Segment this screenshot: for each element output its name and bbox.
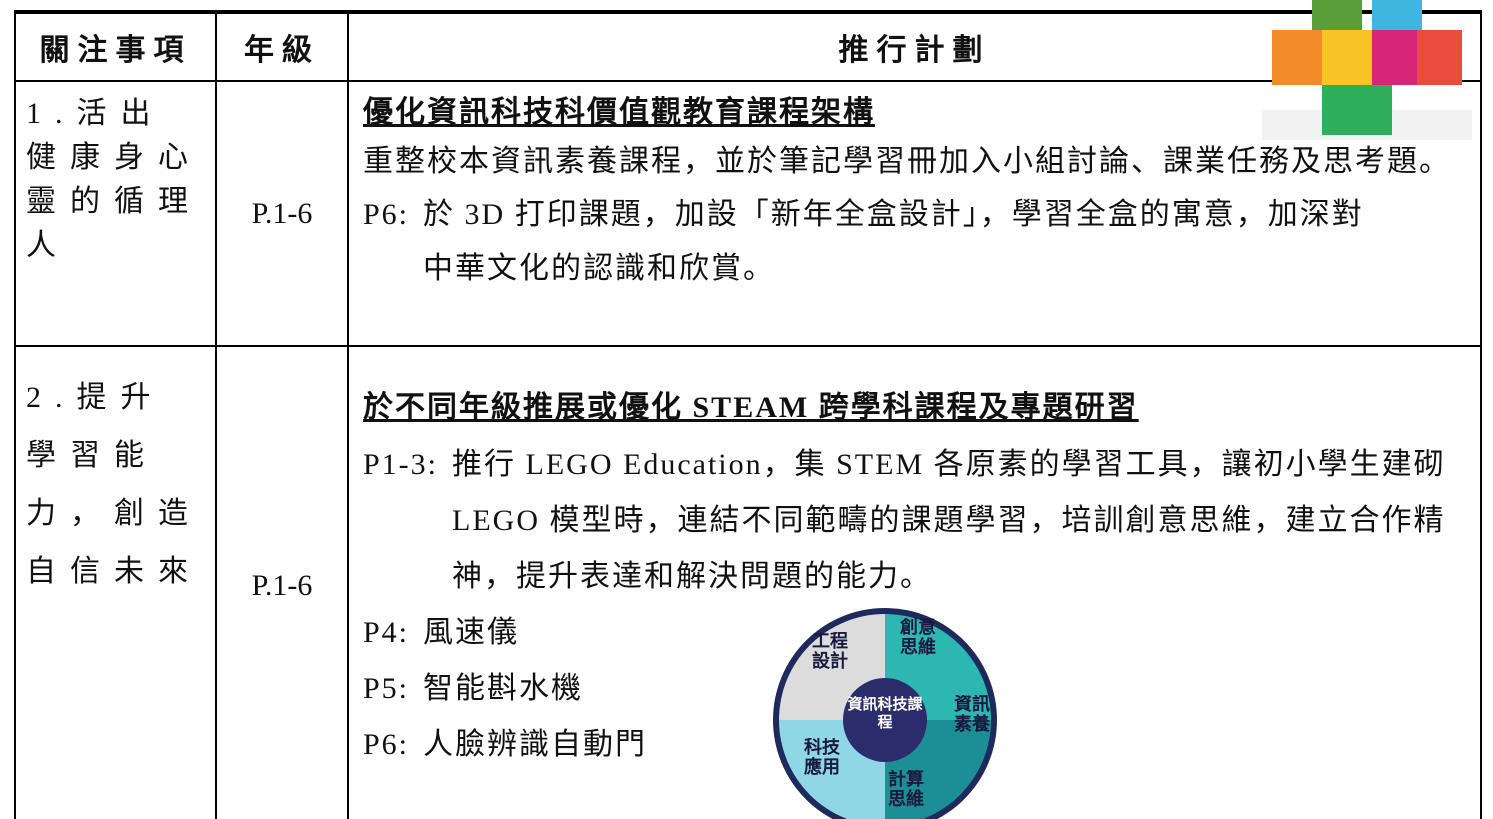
piece-label: 計算思維 <box>888 770 924 810</box>
brick <box>1372 30 1417 85</box>
item-text: 智能斟水機 <box>423 672 584 705</box>
brick <box>1372 0 1422 30</box>
piece-label: 科技應用 <box>804 738 840 778</box>
item-text: 人臉辨識自動門 <box>423 728 648 761</box>
diagram: 資訊科技課程 創意思維 資訊素養 計算思維 科技應用 工程設計 <box>773 608 997 819</box>
header-focus: 關注事項 <box>14 10 217 82</box>
item-text: 風速儀 <box>423 616 520 649</box>
diagram-center <box>843 678 927 762</box>
grade: P.1-6 <box>215 80 349 347</box>
plan-heading: 於不同年級推展或優化 STEAM 跨學科課程及專題研習 <box>363 391 1139 424</box>
item-label: P6: <box>363 728 410 761</box>
focus: 2.提升學習能力，創造自信未來 <box>14 345 217 819</box>
piece-label: 創意思維 <box>900 618 936 658</box>
focus: 1.活出健康身心靈的循理人 <box>14 80 217 347</box>
plan-item: P1-3: 推行 LEGO Education，集 STEM 各原素的學習工具，… <box>363 437 1466 605</box>
header-grade: 年級 <box>215 10 349 82</box>
item-label: P6: <box>363 198 410 231</box>
plan-item: P6: 於 3D 打印課題，加設「新年全盒設計」，學習全盒的寓意，加深對中華文化… <box>363 188 1466 296</box>
piece-label: 資訊素養 <box>954 695 990 735</box>
plan-item: P5: 智能斟水機 <box>363 661 1466 717</box>
diagram-center-label: 資訊科技課程 <box>847 695 923 731</box>
plan-paragraph: 重整校本資訊素養課程，並於筆記學習冊加入小組討論、課業任務及思考題。 <box>363 145 1451 178</box>
item-text: 推行 LEGO Education，集 STEM 各原素的學習工具，讓初小學生建… <box>452 448 1446 593</box>
grade: P.1-6 <box>215 345 349 819</box>
piece-label: 工程設計 <box>812 632 848 672</box>
plan-item: P6: 人臉辨識自動門 <box>363 717 1466 773</box>
item-label: P4: <box>363 616 410 649</box>
brick <box>1322 30 1372 85</box>
plan-heading: 優化資訊科技科價值觀教育課程架構 <box>363 96 875 129</box>
item-label: P5: <box>363 672 410 705</box>
item-text: 於 3D 打印課題，加設「新年全盒設計」，學習全盒的寓意，加深對中華文化的認識和… <box>423 198 1364 285</box>
brick <box>1417 30 1462 85</box>
brick <box>1322 80 1392 135</box>
item-label: P1-3: <box>363 448 439 481</box>
brick <box>1312 0 1362 30</box>
lego-image <box>1262 0 1472 140</box>
plan-item: P4: 風速儀 <box>363 605 1466 661</box>
plan: 於不同年級推展或優化 STEAM 跨學科課程及專題研習 P1-3: 推行 LEG… <box>347 345 1482 819</box>
